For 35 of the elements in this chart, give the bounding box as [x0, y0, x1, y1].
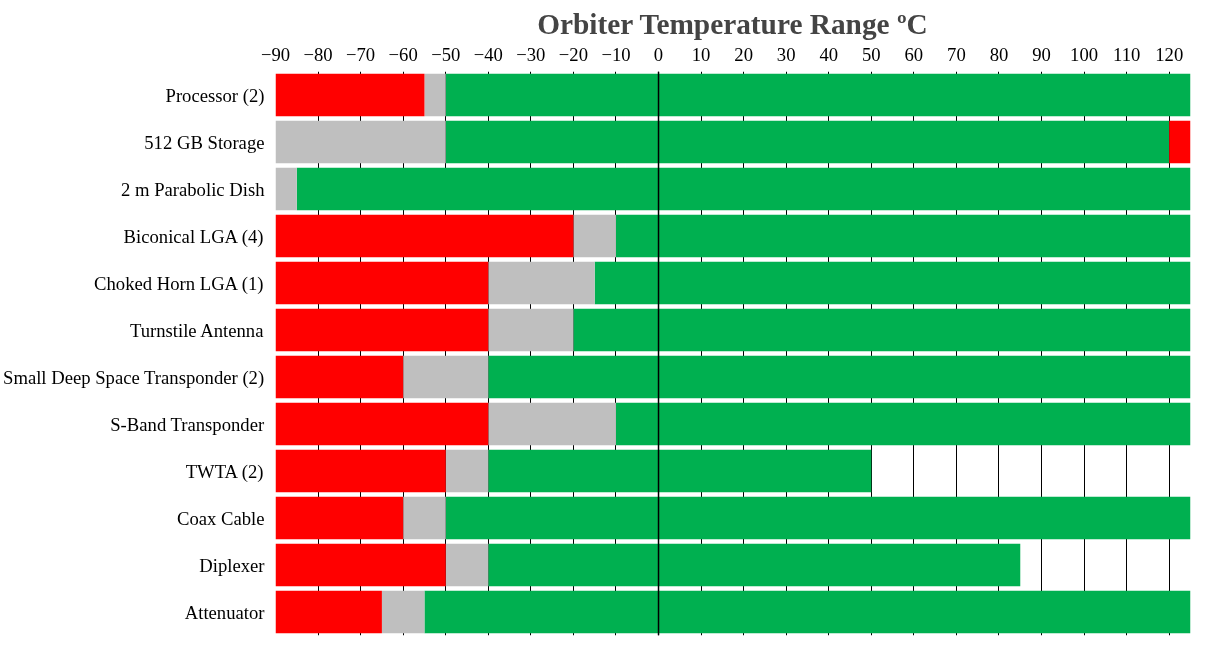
x-tick-label: 100: [1070, 43, 1099, 65]
y-tick-label: TWTA (2): [185, 460, 264, 483]
x-tick-label: −50: [431, 43, 461, 65]
x-tick-label: −30: [516, 43, 546, 65]
x-tick-label: 0: [653, 43, 664, 65]
x-tick-label: −40: [473, 43, 503, 65]
y-tick-label: Choked Horn LGA (1): [94, 272, 264, 295]
y-tick-label: 2 m Parabolic Dish: [120, 178, 266, 200]
y-tick-label: Turnstile Antenna: [129, 319, 265, 341]
x-tick-label: 10: [691, 43, 711, 65]
x-tick-label: 60: [904, 43, 924, 65]
x-tick-label: −60: [388, 43, 418, 65]
x-tick-label: −90: [260, 43, 291, 65]
y-tick-label: Small Deep Space Transponder (2): [3, 366, 265, 389]
x-tick-label: 90: [1032, 43, 1051, 65]
y-tick-label: Processor (2): [165, 84, 265, 107]
x-tick-label: −80: [303, 43, 333, 65]
x-tick-label: −10: [601, 43, 631, 65]
y-tick-label: Coax Cable: [176, 507, 265, 529]
y-tick-label: Biconical LGA (4): [123, 225, 264, 248]
chart-title: Orbiter Temperature Range ºC: [537, 7, 928, 40]
x-tick-label: 70: [947, 43, 966, 65]
x-tick-label: 120: [1155, 43, 1184, 65]
x-tick-label: −70: [346, 43, 376, 65]
x-tick-label: 40: [819, 43, 839, 65]
x-tick-label: 20: [734, 43, 753, 65]
x-tick-label: 30: [776, 43, 796, 65]
y-tick-label: S-Band Transponder: [110, 413, 265, 435]
x-tick-label: 80: [989, 43, 1009, 65]
y-tick-label: Diplexer: [199, 554, 266, 576]
y-tick-label: 512 GB Storage: [144, 131, 265, 153]
x-tick-label: 110: [1113, 43, 1141, 65]
y-tick-label: Attenuator: [184, 601, 266, 623]
x-tick-label: −20: [558, 43, 589, 65]
x-tick-label: 50: [861, 43, 881, 65]
